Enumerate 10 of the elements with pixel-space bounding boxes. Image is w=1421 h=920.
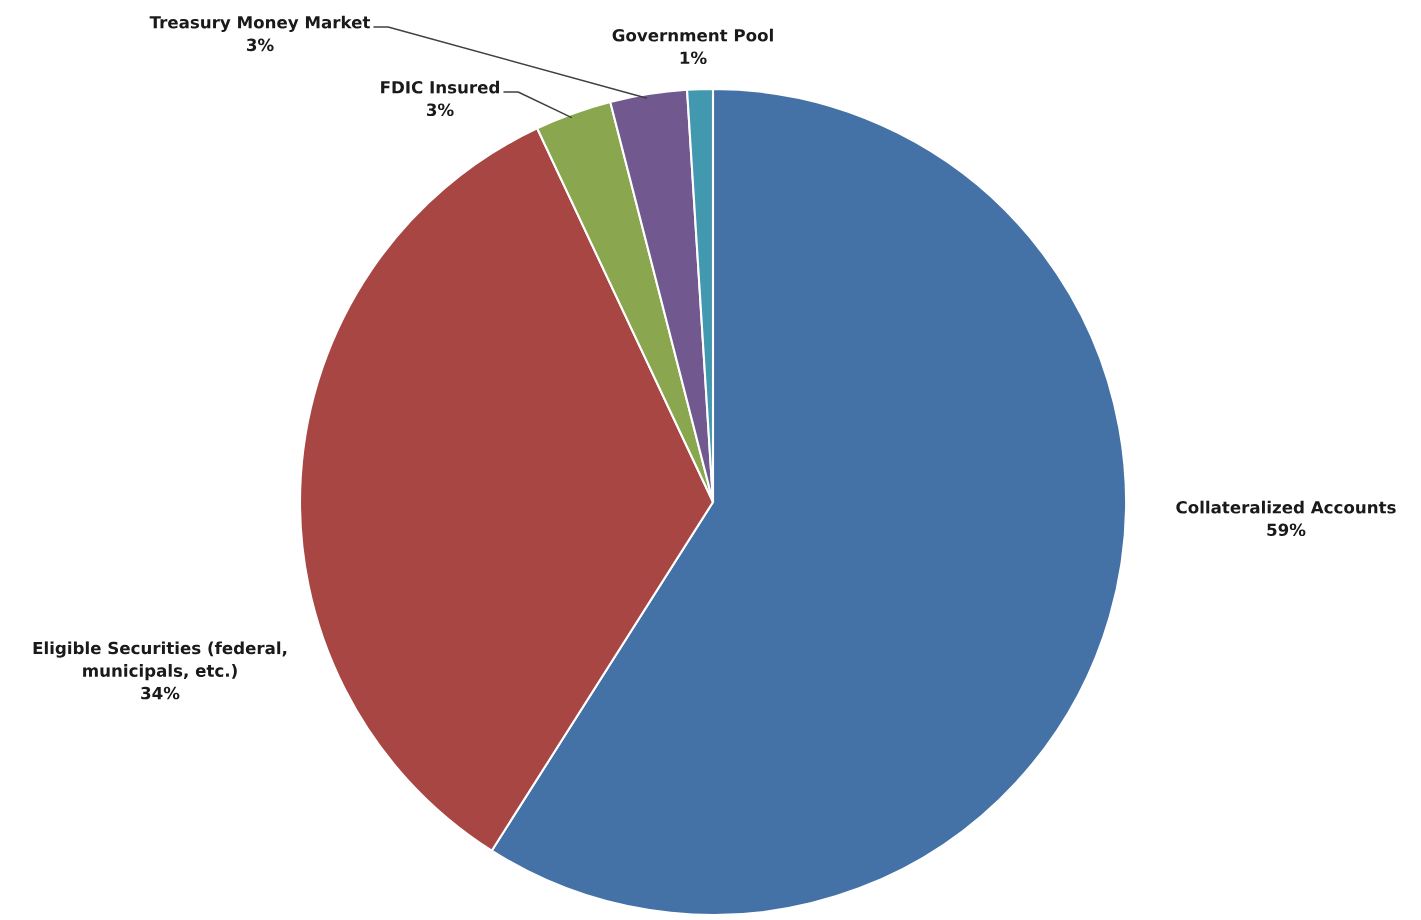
data-label: 3% [426,103,454,117]
data-label: 59% [1267,523,1306,537]
slice-label: FDIC Insured [381,80,499,94]
slice-label: Collateralized Accounts [1176,500,1396,514]
slice-label: Treasury Money Market [149,15,371,32]
data-label: 34% [141,686,180,700]
data-label: 3% [246,38,274,52]
slice-label: Government Pool [612,28,773,42]
slice-label: Eligible Securities (federal, municipals, etc.) [33,641,287,681]
data-label: 1% [680,51,707,65]
